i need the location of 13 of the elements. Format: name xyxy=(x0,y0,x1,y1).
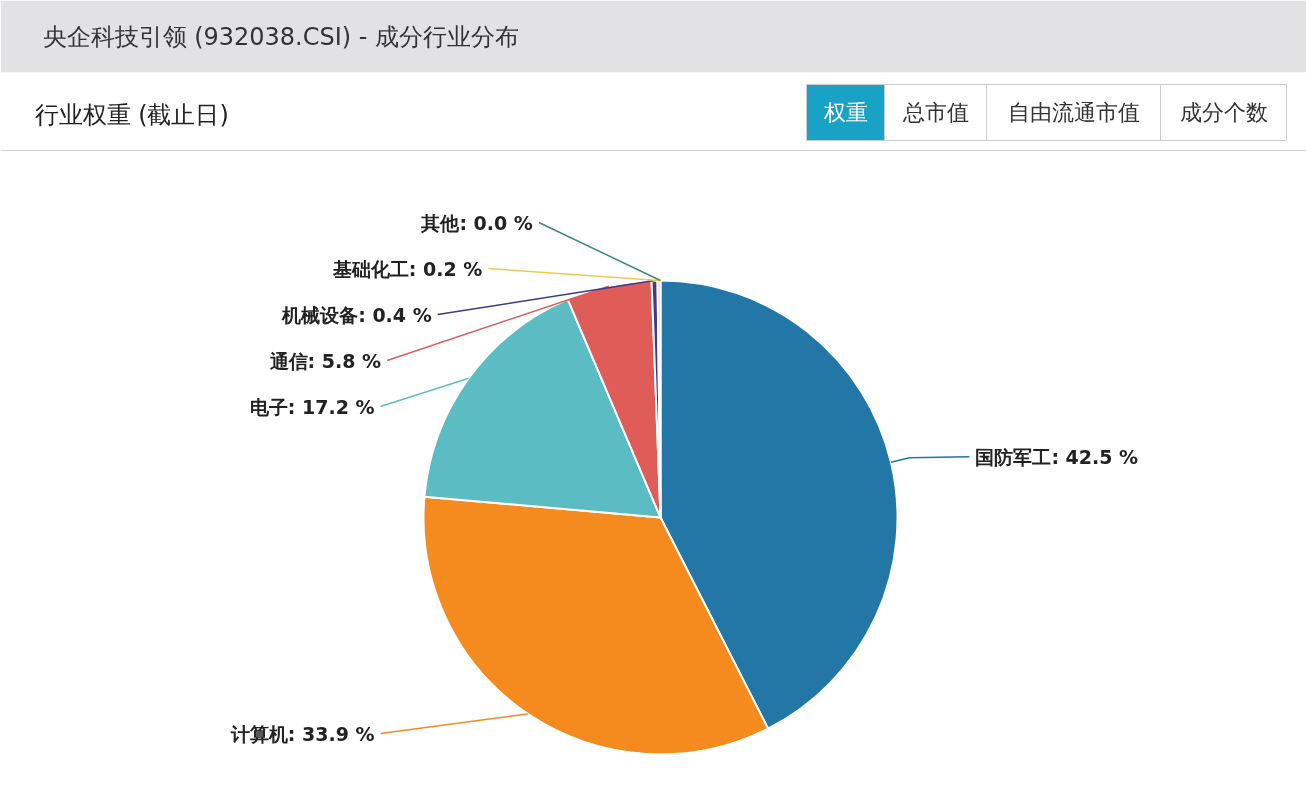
slice-label: 国防军工: 42.5 % xyxy=(975,445,1139,468)
slice-label: 基础化工: 0.2 % xyxy=(331,257,483,280)
text: 总市值 xyxy=(901,100,969,125)
chart-subtitle: 行业权重 (截止日) xyxy=(34,100,229,129)
text: 成分个数 xyxy=(1179,100,1268,125)
slice-label: 计算机: 33.9 % xyxy=(229,722,375,745)
category-label: 其他: 0.0 % xyxy=(421,211,533,234)
slice-label: 机械设备: 0.4 % xyxy=(281,303,432,326)
chart-title: 央企科技引领 (932038.CSI) - 成分行业分布 xyxy=(42,22,520,51)
slice-label: 电子: 17.2 % xyxy=(249,395,375,418)
text: 权重 xyxy=(822,100,868,125)
slice-label: 通信: 5.8 % xyxy=(268,349,382,372)
text: 自由流通市值 xyxy=(1007,100,1140,125)
